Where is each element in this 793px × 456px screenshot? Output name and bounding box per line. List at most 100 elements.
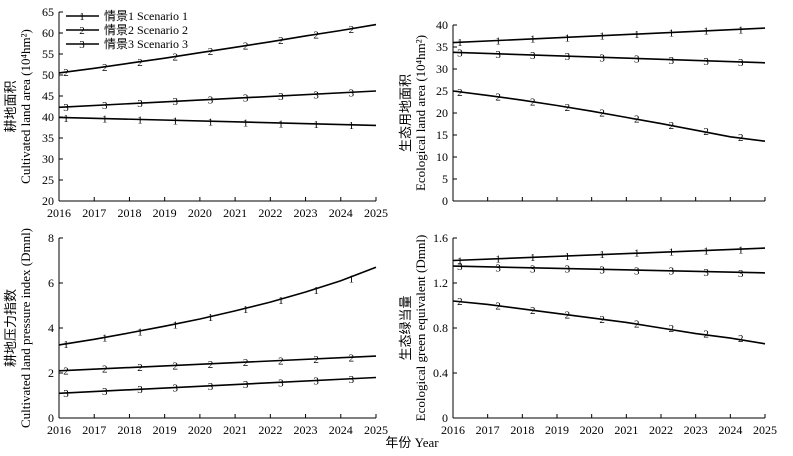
x-tick-label: 2021 bbox=[223, 423, 247, 437]
series-marker-2: 2 bbox=[278, 356, 284, 368]
series-marker-3: 3 bbox=[208, 381, 214, 393]
x-tick-label: 2023 bbox=[294, 423, 318, 437]
x-tick-label: 2023 bbox=[294, 206, 318, 220]
series-marker-2: 2 bbox=[495, 301, 501, 313]
series-marker-2: 2 bbox=[634, 319, 640, 331]
series-marker-3: 3 bbox=[278, 377, 284, 389]
panel-top-right: 0 5 10 15 20 25 30 35 40 生态用地面积 Ecological land ar… bbox=[398, 18, 766, 208]
y-tick-label: 40 bbox=[42, 110, 54, 124]
y-axis-title-en: Ecological land area (10⁴hm²) bbox=[413, 35, 428, 191]
series-line-3 bbox=[58, 376, 377, 395]
series-marker-1: 1 bbox=[313, 119, 319, 131]
series-marker-1: 1 bbox=[530, 252, 536, 264]
y-axis-title-cn: 生态绿当量 bbox=[398, 295, 413, 360]
x-tick-label: 2016 bbox=[441, 423, 465, 437]
y-tick-label: 50 bbox=[42, 68, 54, 82]
series-marker-3: 3 bbox=[669, 55, 675, 67]
series-marker-2: 2 bbox=[565, 310, 571, 322]
x-tick-label: 2022 bbox=[258, 423, 282, 437]
panel-bottom-right: 0 0.4 0.8 1.2 1.6 2016 2017 2018 2019 2020 2021 202… bbox=[398, 231, 777, 437]
series-marker-2: 2 bbox=[243, 357, 249, 369]
y-tick-label: 60 bbox=[42, 26, 54, 40]
series-marker-1: 1 bbox=[63, 113, 69, 125]
series-marker-1: 1 bbox=[530, 34, 536, 46]
series-marker-2: 2 bbox=[349, 24, 355, 36]
series-marker-2: 2 bbox=[634, 114, 640, 126]
x-tick-label: 2022 bbox=[258, 206, 282, 220]
series-marker-1: 1 bbox=[669, 27, 675, 39]
series-marker-2: 2 bbox=[63, 67, 69, 79]
x-tick-label: 2018 bbox=[117, 423, 141, 437]
x-tick-label: 2024 bbox=[329, 423, 353, 437]
y-axis-title-en: Cultivated land pressure index (Dmnl) bbox=[18, 228, 33, 428]
series-marker-3: 3 bbox=[63, 388, 69, 400]
series-line-2 bbox=[58, 23, 377, 74]
series-marker-1: 1 bbox=[102, 114, 108, 126]
x-tick-label: 2024 bbox=[718, 423, 742, 437]
series-marker-1: 1 bbox=[63, 339, 69, 351]
series-line-3 bbox=[452, 265, 766, 274]
series-marker-1: 1 bbox=[634, 29, 640, 41]
legend-marker-3: 3 bbox=[79, 39, 85, 51]
series-marker-3: 3 bbox=[63, 102, 69, 114]
y-tick-label: 0 bbox=[442, 194, 448, 208]
x-tick-label: 2019 bbox=[545, 423, 569, 437]
series-marker-2: 2 bbox=[599, 314, 605, 326]
series-marker-3: 3 bbox=[703, 267, 709, 279]
series-marker-3: 3 bbox=[530, 50, 536, 62]
series-marker-3: 3 bbox=[102, 100, 108, 112]
x-tick-label: 2025 bbox=[364, 206, 388, 220]
series-marker-2: 2 bbox=[137, 362, 143, 374]
series-marker-3: 3 bbox=[738, 57, 744, 69]
series-marker-3: 3 bbox=[243, 93, 249, 105]
y-tick-label: 25 bbox=[42, 173, 54, 187]
x-tick-label: 2018 bbox=[117, 206, 141, 220]
series-line-2 bbox=[452, 90, 766, 142]
y-tick-label: 30 bbox=[42, 152, 54, 166]
series-marker-1: 1 bbox=[634, 248, 640, 260]
series-marker-3: 3 bbox=[457, 48, 463, 60]
x-tick-label: 2016 bbox=[47, 423, 71, 437]
y-tick-label: 4 bbox=[48, 321, 54, 335]
series-marker-3: 3 bbox=[102, 386, 108, 398]
series-marker-2: 2 bbox=[530, 305, 536, 317]
x-tick-label: 2025 bbox=[753, 423, 777, 437]
series-marker-3: 3 bbox=[243, 379, 249, 391]
y-tick-label: 0 bbox=[442, 411, 448, 425]
legend: 1 情景1 Scenario 1 2 情景2 Scenario 2 3 情景3 Scena… bbox=[66, 9, 188, 51]
series-line-3 bbox=[452, 51, 766, 64]
series-marker-1: 1 bbox=[495, 253, 501, 265]
series-marker-2: 2 bbox=[738, 333, 744, 345]
series-marker-2: 2 bbox=[349, 352, 355, 364]
series-marker-1: 1 bbox=[599, 31, 605, 43]
series-marker-3: 3 bbox=[137, 384, 143, 396]
series-marker-3: 3 bbox=[172, 96, 178, 108]
y-axis-title-cn: 生态用地面积 bbox=[398, 74, 413, 152]
y-tick-label: 6 bbox=[48, 276, 54, 290]
series-marker-3: 3 bbox=[349, 88, 355, 100]
series-marker-1: 1 bbox=[208, 312, 214, 324]
x-tick-label: 2025 bbox=[364, 423, 388, 437]
series-marker-1: 1 bbox=[102, 333, 108, 345]
series-marker-1: 1 bbox=[137, 115, 143, 127]
series-marker-1: 1 bbox=[208, 117, 214, 129]
x-tick-label: 2020 bbox=[188, 423, 212, 437]
series-marker-3: 3 bbox=[599, 265, 605, 277]
series-marker-3: 3 bbox=[278, 91, 284, 103]
series-line-2 bbox=[452, 300, 766, 345]
series-marker-2: 2 bbox=[313, 354, 319, 366]
x-tick-label: 2017 bbox=[82, 206, 106, 220]
y-tick-label: 65 bbox=[42, 5, 54, 19]
legend-label-1: 情景1 Scenario 1 bbox=[104, 9, 188, 23]
series-marker-1: 1 bbox=[243, 304, 249, 316]
y-tick-label: 55 bbox=[42, 47, 54, 61]
y-tick-label: 45 bbox=[42, 89, 54, 103]
x-tick-label: 2017 bbox=[82, 423, 106, 437]
series-marker-2: 2 bbox=[669, 120, 675, 132]
series-marker-1: 1 bbox=[137, 326, 143, 338]
series-marker-1: 1 bbox=[565, 32, 571, 44]
series-marker-2: 2 bbox=[565, 102, 571, 114]
y-tick-label: 30 bbox=[436, 62, 448, 76]
series-marker-3: 3 bbox=[530, 263, 536, 275]
series-marker-3: 3 bbox=[565, 263, 571, 275]
